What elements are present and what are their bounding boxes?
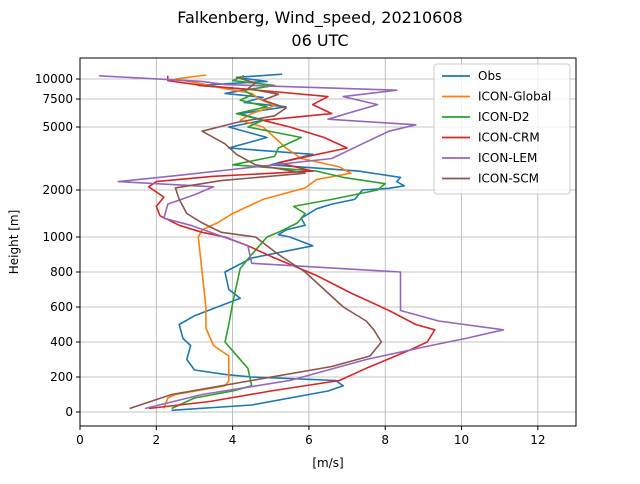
series-line-icon-scm bbox=[129, 76, 383, 410]
legend-label-icon-scm: ICON-SCM bbox=[478, 172, 539, 186]
y-tick-label: 200 bbox=[50, 370, 73, 384]
grid-lines bbox=[79, 58, 576, 426]
series-line-icon-lem bbox=[99, 75, 505, 410]
x-tick-label: 4 bbox=[229, 433, 237, 447]
x-axis-label: [m/s] bbox=[312, 456, 343, 470]
x-tick-label: 6 bbox=[305, 433, 313, 447]
y-tick-label: 5000 bbox=[42, 120, 73, 134]
legend-label-icon-crm: ICON-CRM bbox=[478, 131, 540, 145]
y-tick-label: 7500 bbox=[42, 92, 73, 106]
y-tick-label: 1000 bbox=[42, 230, 73, 244]
legend-label-icon-lem: ICON-LEM bbox=[478, 151, 537, 165]
legend: Obs ICON-Global ICON-D2 ICON-CRM ICON-LEM ICO… bbox=[433, 63, 571, 195]
y-tick-label: 600 bbox=[50, 300, 73, 314]
y-tick-label: 10000 bbox=[35, 72, 73, 86]
y-tick-label: 800 bbox=[50, 265, 73, 279]
x-tick-label: 0 bbox=[76, 433, 84, 447]
series-line-icon-crm bbox=[147, 75, 436, 410]
series-line-icon-global bbox=[163, 74, 352, 409]
series-line-icon-d2 bbox=[171, 75, 387, 410]
chart-subtitle: 06 UTC bbox=[291, 31, 348, 50]
y-tick-label: 0 bbox=[65, 405, 73, 419]
x-tick-label: 12 bbox=[530, 433, 545, 447]
y-tick-label: 400 bbox=[50, 335, 73, 349]
chart-title: Falkenberg, Wind_speed, 20210608 bbox=[177, 8, 462, 28]
legend-label-obs: Obs bbox=[478, 69, 501, 83]
y-axis-ticks: 0 200 400 600 800 1000 2000 5000 7500 10000 bbox=[35, 72, 80, 419]
x-axis-ticks: 0 2 4 6 8 10 12 bbox=[76, 426, 545, 447]
x-tick-label: 2 bbox=[152, 433, 160, 447]
legend-label-icon-global: ICON-Global bbox=[478, 90, 551, 104]
series-lines bbox=[99, 73, 505, 412]
x-tick-label: 8 bbox=[381, 433, 389, 447]
x-tick-label: 10 bbox=[454, 433, 469, 447]
legend-label-icon-d2: ICON-D2 bbox=[478, 110, 530, 124]
plot-frame bbox=[79, 57, 577, 427]
y-tick-label: 2000 bbox=[42, 183, 73, 197]
y-axis-label: Height [m] bbox=[7, 210, 21, 275]
